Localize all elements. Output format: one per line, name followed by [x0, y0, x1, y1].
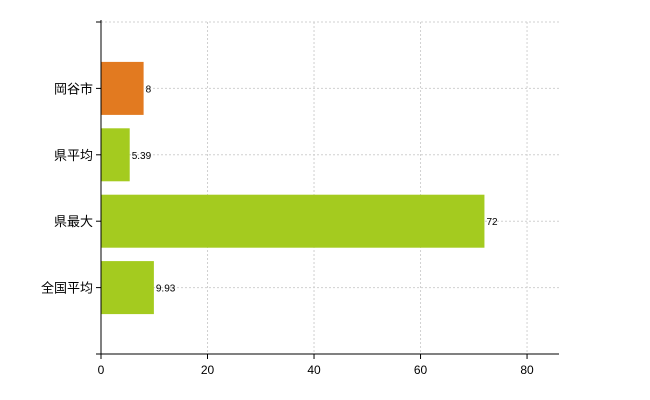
x-tick-label: 20 [201, 363, 215, 377]
category-label: 岡谷市 [54, 81, 93, 96]
bars [101, 61, 485, 315]
x-tick-label: 40 [307, 363, 321, 377]
data-label: 5.39 [132, 151, 152, 162]
category-label: 全国平均 [41, 281, 93, 296]
bar [101, 194, 485, 248]
bar [101, 261, 154, 315]
data-label: 8 [146, 84, 152, 95]
category-label: 県平均 [54, 148, 93, 163]
grid [101, 21, 559, 354]
x-tick-label: 0 [98, 363, 105, 377]
labels: 岡谷市 8 県平均 5.39 県最大 72 全国平均 9.93 0 20 40 60 80 [41, 81, 534, 377]
axes [96, 20, 559, 359]
data-label: 9.93 [156, 284, 176, 295]
bar [101, 128, 130, 182]
x-tick-label: 60 [414, 363, 428, 377]
category-label: 県最大 [54, 214, 93, 229]
x-tick-label: 80 [520, 363, 534, 377]
bar [101, 61, 144, 115]
data-label: 72 [486, 217, 498, 228]
